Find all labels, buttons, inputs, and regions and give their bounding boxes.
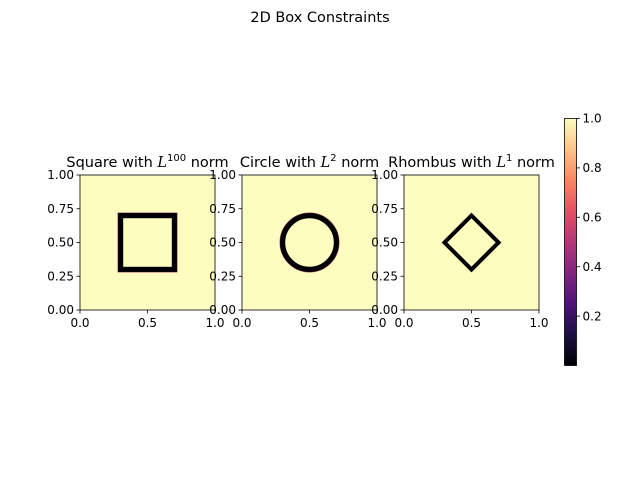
y-tick-label: 0.00 (47, 303, 74, 317)
colorbar-tick-label: 0.2 (583, 309, 602, 323)
x-tick-label: 0.5 (138, 316, 157, 330)
y-tick-label: 1.00 (47, 168, 74, 182)
y-tick-label: 0.50 (209, 236, 236, 250)
subplot-circle: 0.0 0.5 1.0 0.00 0.25 0.50 0.75 1.00 Circle with… (209, 153, 386, 330)
x-tick-label: 0.0 (232, 316, 251, 330)
y-tick-label: 0.00 (371, 303, 398, 317)
y-tick-label: 1.00 (371, 168, 398, 182)
y-tick-label: 0.75 (47, 202, 74, 216)
y-tick-label: 0.25 (209, 269, 236, 283)
colorbar-gradient (564, 118, 577, 366)
y-tick-label: 0.00 (209, 303, 236, 317)
constraint-rhombus (441, 212, 502, 273)
x-tick-label: 0.5 (462, 316, 481, 330)
y-tick-label: 0.25 (47, 269, 74, 283)
x-tick-label: 0.0 (394, 316, 413, 330)
x-tick-label: 0.0 (70, 316, 89, 330)
colorbar-tick-label: 1.0 (583, 112, 602, 126)
subplot-title: Square with L100 norm (66, 153, 228, 171)
y-tick-label: 0.25 (371, 269, 398, 283)
colorbar-tick-label: 0.4 (583, 260, 602, 274)
colorbar-tick-label: 0.6 (583, 211, 602, 225)
y-tick-label: 0.75 (209, 202, 236, 216)
subplot-title: Circle with L2 norm (240, 153, 379, 171)
y-tick-label: 0.50 (47, 236, 74, 250)
x-tick-label: 1.0 (529, 316, 548, 330)
heatmap-background (80, 175, 215, 310)
figure-suptitle: 2D Box Constraints (250, 10, 389, 26)
colorbar-ticks: 0.2 0.4 0.6 0.8 1.0 (576, 112, 602, 323)
heatmap-background (242, 175, 377, 310)
subplot-title: Rhombus with L1 norm (388, 153, 555, 171)
y-tick-label: 0.75 (371, 202, 398, 216)
y-tick-label: 0.50 (371, 236, 398, 250)
y-tick-label: 1.00 (209, 168, 236, 182)
constraint-square (117, 212, 178, 273)
colorbar-tick-label: 0.8 (583, 161, 602, 175)
constraint-edge (279, 212, 340, 273)
colorbar: 0.2 0.4 0.6 0.8 1.0 (564, 112, 602, 366)
x-tick-label: 1.0 (367, 316, 386, 330)
heatmap-background (404, 175, 539, 310)
constraint-circle (279, 212, 340, 273)
constraint-edge (117, 212, 178, 273)
x-tick-label: 0.5 (300, 316, 319, 330)
x-tick-label: 1.0 (205, 316, 224, 330)
